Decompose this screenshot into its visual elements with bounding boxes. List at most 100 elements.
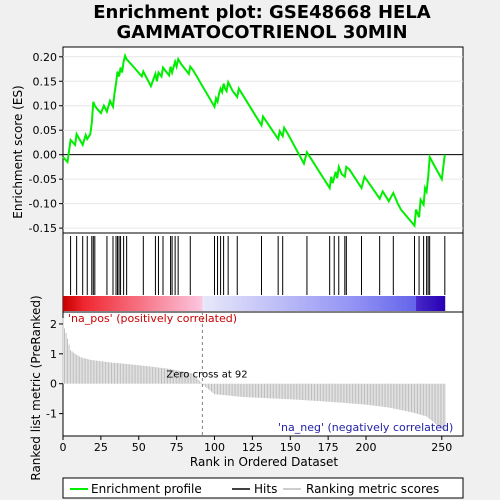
rank-gradient-cell bbox=[437, 296, 440, 311]
rank-gradient-cell bbox=[372, 296, 375, 311]
x-tick-label: 200 bbox=[356, 441, 377, 454]
rank-gradient-cell bbox=[403, 296, 406, 311]
metric-ytick-label: 2 bbox=[50, 318, 57, 331]
rank-gradient-cell bbox=[396, 296, 399, 311]
x-tick-label: 150 bbox=[280, 441, 301, 454]
rank-gradient-cell bbox=[279, 296, 282, 311]
chart-title-line1: Enrichment plot: GSE48668 HELA bbox=[93, 2, 431, 23]
rank-gradient-cell bbox=[111, 296, 114, 311]
es-ytick-label: -0.05 bbox=[29, 173, 57, 186]
rank-gradient-cell bbox=[296, 296, 299, 311]
rank-gradient-cell bbox=[99, 296, 102, 311]
hits-panel bbox=[62, 232, 464, 313]
rank-gradient-cell bbox=[252, 296, 255, 311]
rank-gradient-cell bbox=[123, 296, 126, 311]
rank-gradient-cell bbox=[346, 296, 349, 311]
rank-gradient-cell bbox=[361, 296, 364, 311]
rank-gradient-cell bbox=[219, 296, 221, 311]
rank-gradient-cell bbox=[356, 296, 359, 311]
rank-gradient-cell bbox=[116, 296, 118, 311]
rank-gradient-cell bbox=[225, 296, 228, 311]
rank-gradient-cell bbox=[431, 296, 434, 311]
rank-gradient-cell bbox=[173, 296, 176, 311]
rank-gradient-cell bbox=[75, 296, 78, 311]
rank-gradient-cell bbox=[229, 296, 232, 311]
rank-gradient-cell bbox=[400, 296, 403, 311]
legend-metric-label: Ranking metric scores bbox=[306, 482, 439, 496]
rank-gradient-cell bbox=[379, 296, 382, 311]
rank-gradient-cell bbox=[385, 296, 388, 311]
x-tick-label: 100 bbox=[204, 441, 225, 454]
rank-gradient-cell bbox=[355, 296, 358, 311]
rank-gradient-cell bbox=[84, 296, 87, 311]
rank-gradient-cell bbox=[381, 296, 384, 311]
rank-gradient-cell bbox=[79, 296, 82, 311]
rank-gradient-cell bbox=[172, 296, 175, 311]
rank-gradient-cell bbox=[322, 296, 325, 311]
rank-gradient-cell bbox=[261, 296, 264, 311]
rank-gradient-cell bbox=[205, 296, 208, 311]
rank-gradient-cell bbox=[255, 296, 258, 311]
rank-gradient-cell bbox=[125, 296, 128, 311]
rank-gradient-cell bbox=[290, 296, 293, 311]
rank-gradient-cell bbox=[188, 296, 191, 311]
rank-gradient-cell bbox=[81, 296, 84, 311]
rank-gradient-cell bbox=[302, 296, 305, 311]
rank-gradient-cell bbox=[109, 296, 112, 311]
rank-gradient-cell bbox=[319, 296, 321, 311]
rank-gradient-cell bbox=[159, 296, 162, 311]
rank-gradient-cell bbox=[243, 296, 246, 311]
rank-gradient-cell bbox=[147, 296, 150, 311]
rank-gradient-cell bbox=[352, 296, 355, 311]
rank-gradient-cell bbox=[349, 296, 352, 311]
rank-gradient-cell bbox=[249, 296, 252, 311]
rank-gradient-cell bbox=[414, 296, 417, 311]
rank-gradient-cell bbox=[438, 296, 441, 311]
rank-gradient-cell bbox=[241, 296, 244, 311]
rank-gradient-cell bbox=[146, 296, 149, 311]
rank-gradient-cell bbox=[267, 296, 270, 311]
rank-gradient-cell bbox=[169, 296, 171, 311]
rank-gradient-cell bbox=[158, 296, 161, 311]
rank-gradient-cell bbox=[253, 296, 256, 311]
rank-gradient-cell bbox=[278, 296, 281, 311]
rank-gradient-cell bbox=[179, 296, 182, 311]
rank-gradient-cell bbox=[156, 296, 159, 311]
es-ytick-label: 0.05 bbox=[33, 124, 58, 137]
metric-ytick-label: 1 bbox=[50, 348, 57, 361]
rank-gradient-cell bbox=[187, 296, 190, 311]
rank-gradient-cell bbox=[134, 296, 137, 311]
rank-gradient-cell bbox=[419, 296, 421, 311]
rank-gradient-cell bbox=[297, 296, 300, 311]
rank-gradient-cell bbox=[144, 296, 147, 311]
rank-gradient-cell bbox=[167, 296, 170, 311]
rank-gradient-cell bbox=[211, 296, 214, 311]
rank-gradient-cell bbox=[264, 296, 267, 311]
rank-gradient-cell bbox=[226, 296, 229, 311]
rank-gradient-cell bbox=[64, 296, 67, 311]
rank-gradient-cell bbox=[338, 296, 341, 311]
rank-gradient-cell bbox=[393, 296, 396, 311]
rank-gradient-cell bbox=[120, 296, 123, 311]
legend: Enrichment profile Hits Ranking metric s… bbox=[62, 477, 464, 499]
rank-gradient-cell bbox=[332, 296, 335, 311]
rank-gradient-cell bbox=[197, 296, 200, 311]
rank-gradient-cell bbox=[387, 296, 390, 311]
rank-gradient-cell bbox=[306, 296, 309, 311]
rank-gradient-cell bbox=[441, 296, 444, 311]
rank-gradient-cell bbox=[358, 296, 361, 311]
x-tick-label: 250 bbox=[431, 441, 452, 454]
rank-gradient-cell bbox=[66, 296, 68, 311]
rank-gradient-cell bbox=[69, 296, 71, 311]
rank-gradient-cell bbox=[161, 296, 164, 311]
rank-gradient-cell bbox=[382, 296, 385, 311]
es-ytick-label: 0.10 bbox=[33, 100, 58, 113]
rank-gradient-cell bbox=[150, 296, 153, 311]
rank-gradient-cell bbox=[313, 296, 315, 311]
rank-gradient-cell bbox=[208, 296, 211, 311]
rank-gradient-cell bbox=[375, 296, 378, 311]
es-ytick-label: -0.15 bbox=[29, 222, 57, 235]
rank-gradient-cell bbox=[266, 296, 268, 311]
rank-gradient-cell bbox=[102, 296, 105, 311]
